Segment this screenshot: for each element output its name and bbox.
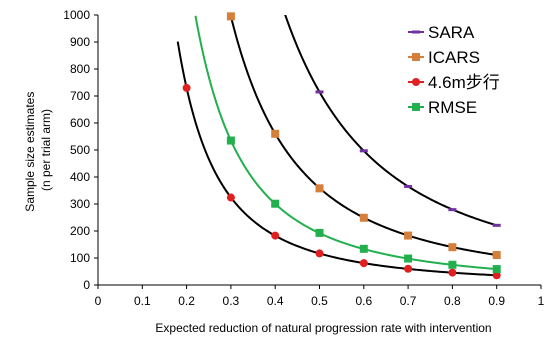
y-tick-label: 200 xyxy=(70,224,90,238)
point-rmse xyxy=(448,260,457,269)
x-tick-label: 1 xyxy=(538,294,545,308)
point-icars xyxy=(315,184,324,193)
point-rmse xyxy=(359,244,368,253)
point-rmse xyxy=(226,136,235,145)
y-tick-label: 1000 xyxy=(63,8,90,22)
y-tick-label: 700 xyxy=(70,89,90,103)
curve-sara xyxy=(284,15,497,227)
x-axis-title: Expected reduction of natural progressio… xyxy=(155,321,491,335)
curve-rmse xyxy=(194,15,497,271)
legend-marker-sara xyxy=(412,30,420,34)
x-tick-label: 0.7 xyxy=(400,294,417,308)
point-4-6m- xyxy=(226,193,235,202)
x-tick-label: 0.9 xyxy=(488,294,505,308)
y-tick-label: 900 xyxy=(70,35,90,49)
legend-label-rmse: RMSE xyxy=(428,98,477,117)
y-tick-label: 0 xyxy=(83,278,90,292)
y-tick-label: 800 xyxy=(70,62,90,76)
y-tick-label: 300 xyxy=(70,197,90,211)
point-4-6m- xyxy=(492,271,501,280)
x-tick-label: 0.3 xyxy=(223,294,240,308)
point-icars xyxy=(359,213,368,222)
x-tick-label: 0.6 xyxy=(355,294,372,308)
y-axis-title-line-1: Sample size estimates xyxy=(23,92,37,212)
point-icars xyxy=(271,129,280,138)
point-4-6m- xyxy=(359,259,368,268)
point-rmse xyxy=(404,254,413,263)
point-icars xyxy=(226,12,235,21)
x-tick-label: 0.5 xyxy=(311,294,328,308)
point-4-6m- xyxy=(448,268,457,277)
x-tick-label: 0.2 xyxy=(178,294,195,308)
point-4-6m- xyxy=(404,264,413,273)
legend: SARA ICARS 4.6m步行 RMSE xyxy=(408,23,500,117)
legend-label-sara: SARA xyxy=(428,23,475,42)
y-tick-label: 100 xyxy=(70,251,90,265)
data-markers xyxy=(182,12,501,280)
x-tick-label: 0.4 xyxy=(267,294,284,308)
point-4-6m- xyxy=(315,249,324,258)
point-icars xyxy=(404,231,413,240)
x-tick-label: 0 xyxy=(95,294,102,308)
legend-label-icars: ICARS xyxy=(428,48,480,67)
point-sara xyxy=(404,184,413,188)
legend-marker-rmse xyxy=(412,103,420,111)
y-tick-label: 500 xyxy=(70,143,90,157)
y-tick-label: 400 xyxy=(70,170,90,184)
point-sara xyxy=(359,149,368,153)
point-sara xyxy=(492,223,501,227)
x-tick-label: 0.8 xyxy=(444,294,461,308)
y-axis-title: Sample size estimates (n per trial arm) xyxy=(23,88,53,211)
point-sara xyxy=(448,208,457,212)
legend-marker-4-6m- xyxy=(412,78,420,86)
point-4-6m- xyxy=(271,231,280,240)
legend-marker-icars xyxy=(412,53,420,61)
x-tick-label: 0.1 xyxy=(134,294,151,308)
point-sara xyxy=(315,90,324,94)
point-4-6m- xyxy=(182,83,191,92)
y-axis-title-line-2: (n per trial arm) xyxy=(39,109,53,191)
axes: 0 100 200 300 400 500 600 700 800 900 1000 0 0.1 0.2 0… xyxy=(63,8,544,308)
point-icars xyxy=(492,251,501,260)
point-rmse xyxy=(271,199,280,208)
point-icars xyxy=(448,243,457,252)
point-rmse xyxy=(492,265,501,274)
y-tick-label: 600 xyxy=(70,116,90,130)
legend-label-4-6m-: 4.6m步行 xyxy=(428,73,500,92)
point-rmse xyxy=(315,228,324,237)
